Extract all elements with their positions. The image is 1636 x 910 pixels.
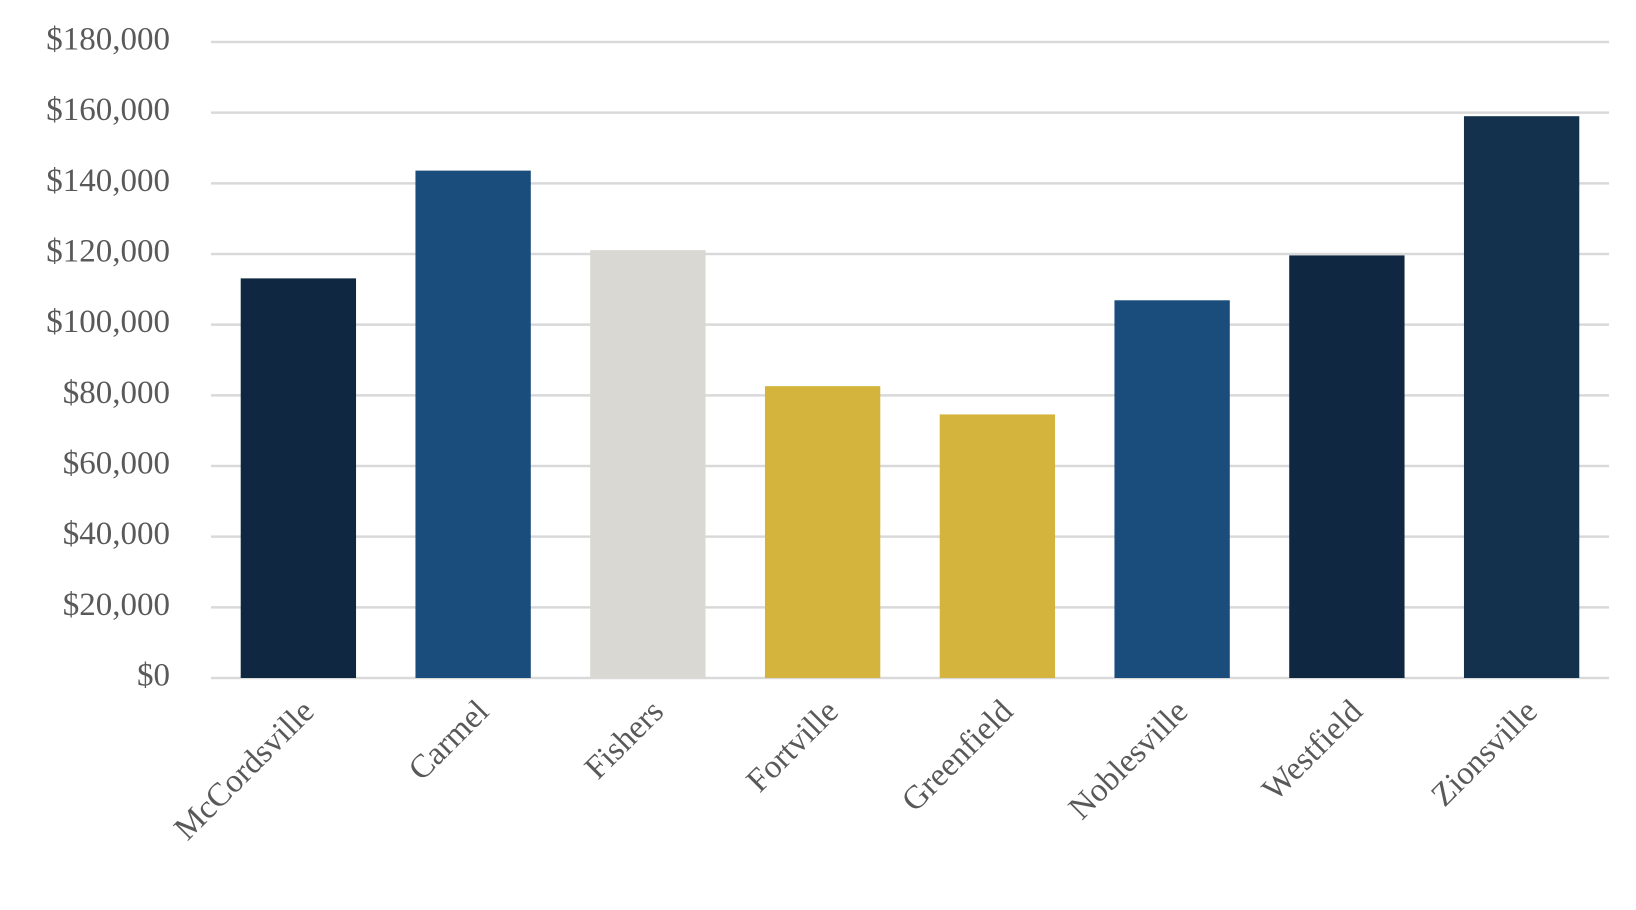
bar	[1114, 300, 1230, 678]
y-tick-label: $140,000	[46, 163, 170, 199]
x-tick-label: Westfield	[1256, 693, 1371, 808]
y-tick-label: $20,000	[63, 587, 170, 623]
x-tick-label: Greenfield	[895, 693, 1021, 819]
bar	[1289, 255, 1405, 678]
bar	[764, 386, 881, 678]
y-tick-label: $40,000	[63, 516, 170, 552]
bar	[1463, 116, 1580, 678]
x-tick-label: Carmel	[402, 694, 496, 788]
y-tick-label: $0	[137, 658, 170, 694]
y-tick-label: $120,000	[46, 234, 170, 270]
x-tick-label: Zionsville	[1425, 694, 1545, 814]
y-tick-label: $80,000	[63, 375, 170, 411]
x-tick-label: Fishers	[578, 694, 671, 787]
x-tick-label: Noblesville	[1062, 694, 1195, 827]
bar	[415, 170, 531, 678]
y-tick-label: $60,000	[63, 446, 170, 482]
y-tick-label: $180,000	[46, 22, 170, 58]
y-tick-label: $100,000	[46, 304, 170, 340]
bar	[240, 278, 357, 678]
x-tick-label: Fortville	[740, 694, 846, 800]
y-tick-label: $160,000	[46, 92, 170, 128]
bar	[590, 250, 706, 678]
x-tick-label: McCordsville	[168, 694, 322, 848]
bar	[939, 414, 1056, 678]
